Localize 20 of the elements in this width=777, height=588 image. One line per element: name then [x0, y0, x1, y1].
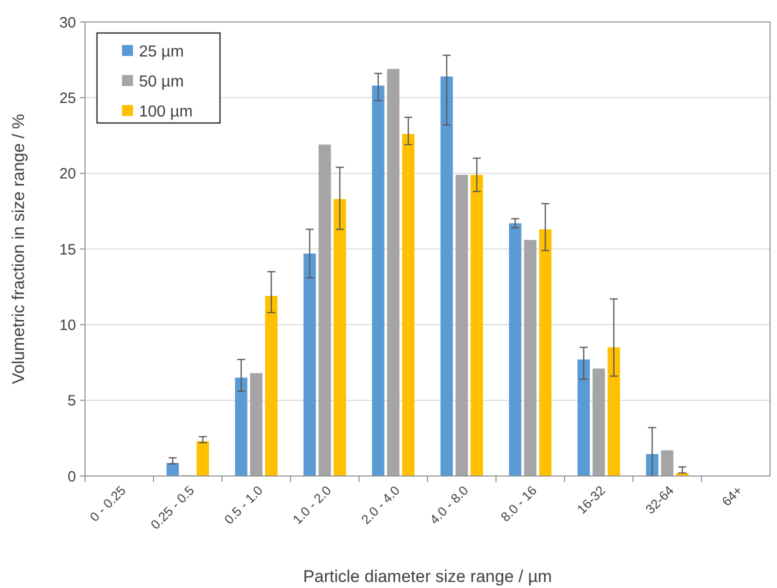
x-axis-title: Particle diameter size range / µm: [303, 567, 552, 586]
x-tick-label: 64+: [718, 482, 746, 509]
y-axis-title: Volumetric fraction in size range / %: [9, 114, 28, 384]
x-tick-label: 2.0 - 4.0: [358, 482, 403, 528]
y-tick-label: 25: [59, 90, 76, 107]
y-tick-label: 10: [59, 316, 76, 334]
x-tick-label: 0 - 0.25: [86, 482, 129, 525]
legend-label: 25 µm: [139, 44, 184, 61]
y-tick-label: 0: [68, 468, 76, 486]
x-tick-label: 4.0 - 8.0: [426, 482, 472, 528]
legend-label: 50 µm: [139, 74, 184, 91]
x-tick-label: 0.5 - 1.0: [221, 482, 266, 528]
legend-label: 100 µm: [139, 104, 193, 121]
y-tick-label: 20: [59, 166, 76, 183]
x-tick-label: 1.0 - 2.0: [290, 482, 334, 528]
y-tick-label: 5: [68, 392, 76, 410]
y-tick-label: 15: [59, 241, 76, 258]
x-tick-label: 8.0 - 16: [498, 482, 540, 525]
x-tick-label: 0.25 - 0.5: [148, 482, 198, 532]
y-tick-label: 30: [59, 14, 76, 32]
